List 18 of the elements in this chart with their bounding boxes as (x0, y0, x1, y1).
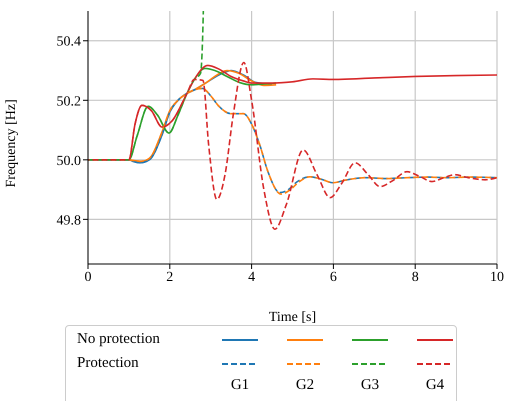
legend-label: G1 (230, 377, 250, 394)
y-tick-label: 49.8 (56, 213, 81, 228)
y-tick-label: 50.0 (56, 154, 81, 169)
legend-label: G2 (294, 377, 316, 394)
x-tick-label: 6 (330, 270, 337, 285)
x-tick-label: 4 (248, 270, 256, 285)
x-tick-label: 8 (412, 270, 419, 285)
legend-label: G3 (360, 377, 380, 394)
x-tick-label: 0 (84, 270, 92, 285)
x-tick-label: 2 (166, 270, 174, 285)
y-tick-label: 50.4 (56, 34, 81, 50)
text: No protection (77, 331, 160, 348)
y-axis-title: Frequency [Hz] (4, 99, 19, 188)
y-tick-label: 50.2 (56, 94, 81, 110)
legend-label: G4 (424, 377, 446, 394)
text: Protection (77, 355, 139, 372)
x-axis-title: Time [s] (268, 310, 316, 325)
x-tick-label: 10 (490, 270, 504, 285)
